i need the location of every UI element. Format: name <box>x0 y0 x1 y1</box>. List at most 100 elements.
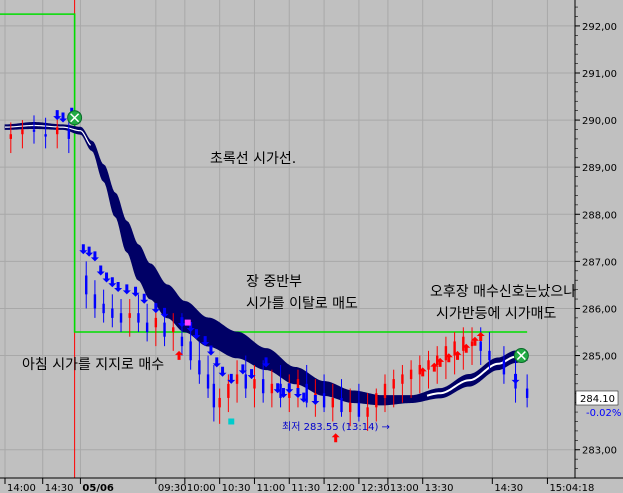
candle <box>44 117 47 149</box>
sell-arrow <box>218 366 227 377</box>
x-tick-label: 10:00 <box>187 483 216 493</box>
candle <box>111 294 114 328</box>
candle-body <box>470 341 474 347</box>
candle-body <box>218 397 221 408</box>
x-tick-label: 11:30 <box>291 483 320 493</box>
y-tick-label: 291,00 <box>582 69 617 80</box>
candle-body <box>357 402 361 417</box>
sell-arrow <box>53 110 62 121</box>
signal-circle <box>513 348 529 364</box>
candle-body <box>253 379 256 389</box>
buy-arrow <box>444 353 453 363</box>
x-tick-label: 14:00 <box>7 483 36 493</box>
candle-body <box>198 360 201 375</box>
candle-body <box>436 355 439 365</box>
sell-arrow <box>131 286 140 297</box>
candle <box>270 369 274 408</box>
candle <box>409 360 413 398</box>
buy-arrow <box>476 332 485 342</box>
buy-arrow <box>462 343 471 353</box>
candle-body <box>525 388 529 398</box>
candle-body <box>322 393 326 408</box>
candle-body <box>137 313 140 323</box>
sell-arrow <box>177 317 186 328</box>
candle <box>436 346 439 384</box>
x-tick-label: 05/06 <box>82 483 114 493</box>
candle-body <box>85 275 88 295</box>
sell-arrow <box>311 395 320 406</box>
signal-circle <box>67 110 83 126</box>
x-axis: 14:00 14:30 05/06 09:30 10:00 10:30 11:00 11:30… <box>0 477 623 493</box>
candle-body <box>67 129 71 139</box>
sell-arrow <box>206 345 215 356</box>
candle-body <box>348 402 352 413</box>
sell-arrow <box>238 364 247 375</box>
y-tick-label: 289,00 <box>582 163 617 174</box>
buy-arrow <box>430 362 439 372</box>
candle-body <box>163 322 166 337</box>
candle <box>279 364 282 408</box>
candle <box>9 122 13 154</box>
sell-arrow <box>85 246 94 257</box>
opening-price-path <box>0 13 528 333</box>
candle-body <box>305 383 308 403</box>
annotation-afternoon-line2: 시가반등에 시가매도 <box>436 306 556 322</box>
candle-body <box>189 341 192 361</box>
sell-arrow <box>59 112 68 123</box>
sell-arrow <box>299 392 308 403</box>
candle-body <box>212 383 216 408</box>
sell-arrow <box>201 336 210 347</box>
signal-circle-cross <box>70 113 80 123</box>
candle <box>235 360 239 403</box>
x-tick-label: 13:30 <box>425 483 454 493</box>
candle <box>67 117 71 154</box>
candle <box>32 115 36 144</box>
candle <box>383 374 387 413</box>
y-tick-label: 287,00 <box>582 257 617 268</box>
annotation-midday-line2: 시가를 이탈로 매도 <box>246 296 358 312</box>
x-tick-label: 13:00 <box>390 483 419 493</box>
candle <box>348 388 352 427</box>
y-tick-label: 288,00 <box>582 210 617 221</box>
y-tick-label: 290,00 <box>582 116 617 127</box>
sell-arrow <box>247 369 256 380</box>
sell-arrow <box>511 373 520 384</box>
candle <box>392 369 395 408</box>
annotation-open-line: 초록선 시가선. <box>210 151 296 167</box>
grid <box>0 0 575 478</box>
sell-arrow <box>151 303 160 314</box>
candle <box>305 364 308 408</box>
candle-body <box>375 393 378 408</box>
candle-body <box>206 374 210 389</box>
buy-arrow <box>470 336 479 346</box>
sell-arrow <box>79 244 88 255</box>
last-price-value: 284.10 <box>580 394 615 405</box>
entry-marker <box>228 418 235 425</box>
x-tick-label: 15:04:18 <box>549 483 594 493</box>
candle <box>502 346 506 384</box>
candle-body <box>235 374 239 384</box>
candle-body <box>244 374 247 389</box>
x-tick-label: 09:30 <box>158 483 187 493</box>
candle-body <box>488 350 491 361</box>
candle <box>128 299 131 337</box>
candle-body <box>111 308 114 318</box>
y-tick-label: 283,00 <box>582 446 617 457</box>
candle <box>93 280 97 318</box>
candle-body <box>172 327 175 333</box>
candle <box>375 388 378 422</box>
candle-body <box>145 322 149 333</box>
candle-body <box>9 134 13 139</box>
candle-body <box>128 313 131 318</box>
candle-body <box>418 364 422 375</box>
candle <box>154 308 158 347</box>
x-tick-label: 11:00 <box>256 483 285 493</box>
candle <box>212 364 216 422</box>
candle <box>119 299 123 333</box>
sell-arrow <box>273 383 282 394</box>
annotation-morning: 아침 시가를 지지로 매수 <box>22 357 164 373</box>
y-tick-label: 292,00 <box>582 22 617 33</box>
candle <box>462 327 465 370</box>
